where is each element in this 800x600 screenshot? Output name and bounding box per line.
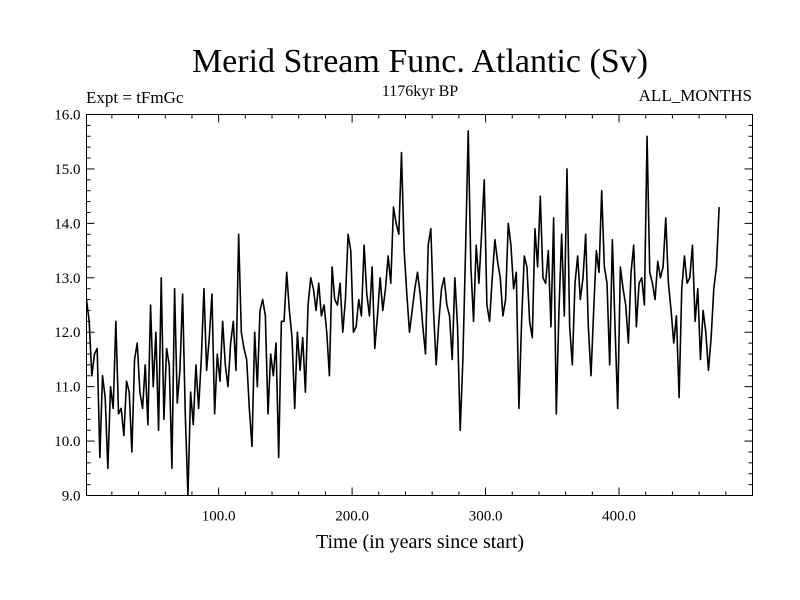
x-axis-label: Time (in years since start) [316,531,524,553]
y-tick-label: 10.0 [54,434,80,450]
data-series [86,130,720,496]
y-axis-tick-labels: 9.0 10.0 11.0 12.0 13.0 14.0 15.0 16.0 [54,108,80,505]
y-tick-label: 15.0 [54,162,80,178]
y-tick-label: 9.0 [62,489,81,505]
x-tick-label: 400.0 [602,509,636,525]
chart-subtitle: 1176kyr BP [382,83,458,100]
y-tick-label: 11.0 [55,380,81,396]
y-tick-label: 12.0 [54,325,80,341]
experiment-label: Expt = tFmGc [86,88,184,107]
chart-title: Merid Stream Func. Atlantic (Sv) [192,43,648,80]
axis-ticks [86,114,753,496]
y-tick-label: 13.0 [54,271,80,287]
series-line [86,130,720,496]
x-axis-tick-labels: 100.0 200.0 300.0 400.0 [202,509,636,525]
x-tick-label: 100.0 [202,509,236,525]
months-label: ALL_MONTHS [639,86,752,105]
x-tick-label: 300.0 [469,509,503,525]
y-tick-label: 16.0 [54,108,80,124]
x-tick-label: 200.0 [335,509,369,525]
y-tick-label: 14.0 [54,216,80,232]
